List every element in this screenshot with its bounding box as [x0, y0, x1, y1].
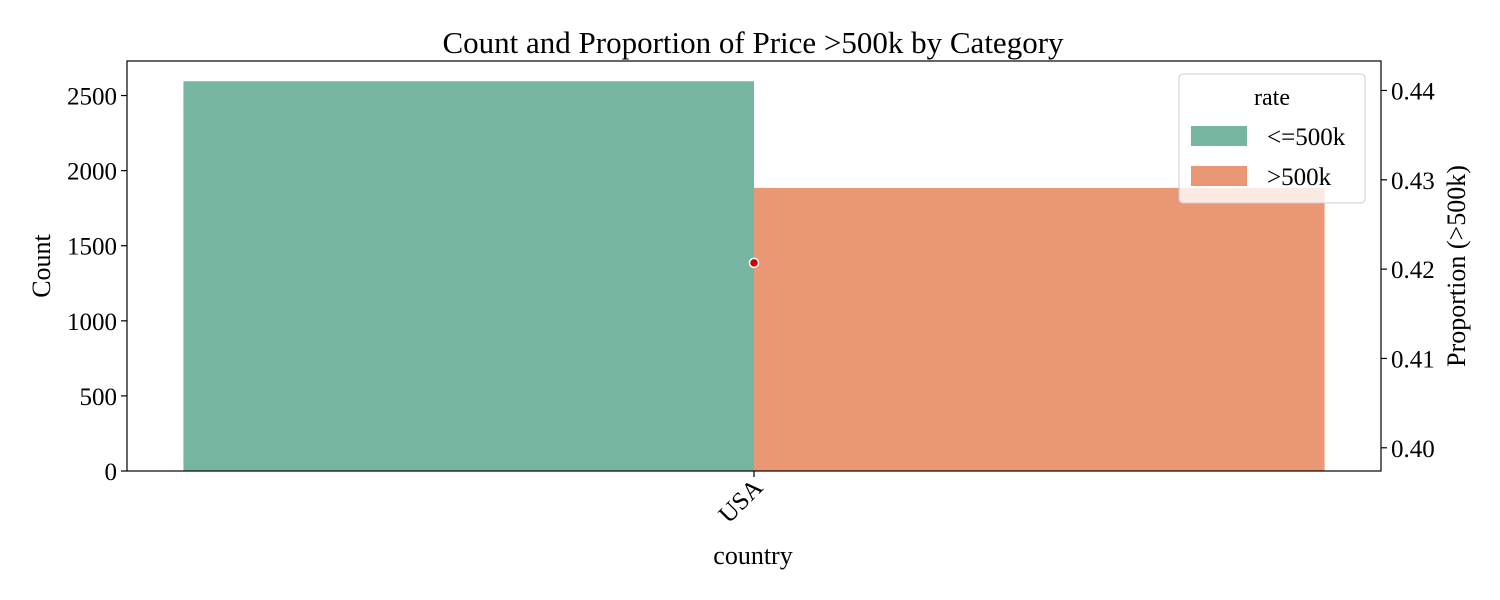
y-tick-label-1: 500 [80, 384, 118, 411]
bar-gt-500k-0 [754, 187, 1325, 471]
legend-label-1: >500k [1267, 164, 1332, 191]
y2-tick-label-1: 0.41 [1391, 346, 1435, 373]
y2-axis-label: Proportion (>500k) [1442, 165, 1471, 367]
legend-title: rate [1254, 85, 1290, 111]
legend: rate <=500k >500k [1178, 73, 1366, 204]
y2-tick-label-0: 0.40 [1391, 436, 1435, 463]
y-tick-label-5: 2500 [67, 84, 117, 111]
bar-le-500k-0 [183, 81, 754, 472]
legend-label-0: <=500k [1267, 124, 1346, 151]
chart-title: Count and Proportion of Price >500k by C… [442, 25, 1064, 60]
y2-tick-label-3: 0.43 [1391, 168, 1435, 195]
y2-tick-label-4: 0.44 [1391, 78, 1435, 105]
x-axis-label: country [713, 541, 792, 570]
y-tick-label-0: 0 [105, 459, 118, 486]
legend-swatch-1 [1191, 166, 1247, 186]
y-axis-label: Count [27, 233, 56, 297]
y-tick-label-2: 1000 [67, 309, 117, 336]
y-tick-label-3: 1500 [67, 234, 117, 261]
proportion-point-0 [748, 257, 760, 269]
x-tick-label-0: USA [714, 474, 768, 528]
axes: 0 500 1000 1500 2000 2500 0.40 0.41 0.42 0.43 0.44… [67, 60, 1435, 529]
legend-swatch-0 [1191, 126, 1247, 146]
y2-tick-label-2: 0.42 [1391, 257, 1435, 284]
y-tick-label-4: 2000 [67, 159, 117, 186]
plot-area [183, 81, 1325, 472]
